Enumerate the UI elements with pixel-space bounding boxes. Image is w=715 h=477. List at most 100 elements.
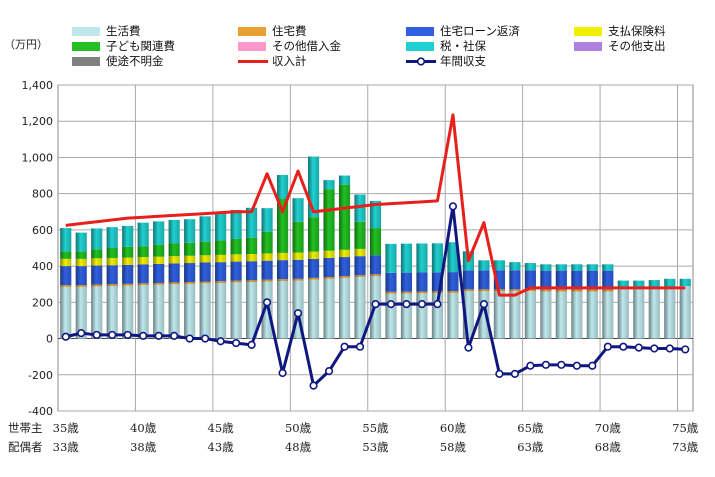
bar-segment	[246, 261, 258, 281]
bar-segment	[230, 282, 242, 339]
x-axis: 世帯主 配偶者 35歳 33歳 40歳 38歳 45歳 43歳 50歳 48歳 55歳 53歳 60…	[8, 421, 699, 454]
bar-segment	[246, 280, 258, 283]
bar-segment	[385, 293, 397, 339]
bar-segment	[292, 221, 304, 253]
bar-segment	[91, 258, 103, 266]
bar-segment	[633, 280, 645, 288]
bar-segment	[168, 284, 180, 339]
bar-segment	[633, 287, 645, 339]
bar-segment	[431, 293, 444, 339]
bar-segment	[447, 272, 459, 292]
legend-swatch	[574, 42, 602, 51]
bar-segment	[416, 243, 428, 273]
bar-segment	[416, 293, 428, 339]
bar-segment	[168, 282, 180, 285]
bar-segment	[447, 292, 459, 339]
bar-segment	[137, 246, 149, 258]
bar-segment	[338, 257, 351, 277]
line-point	[603, 342, 612, 351]
line-point	[139, 331, 148, 340]
bar-segment	[323, 257, 335, 277]
bar-segment	[106, 284, 118, 287]
line-point	[557, 360, 566, 369]
x-tick-head: 75歳	[672, 421, 699, 435]
line-point	[541, 360, 550, 369]
bar-segment	[75, 232, 87, 252]
line-point	[402, 300, 411, 309]
y-tick-label: 1,200	[22, 115, 54, 128]
x-tick-spouse: 33歳	[53, 440, 80, 454]
bar-segment	[122, 246, 134, 258]
bar-segment	[555, 289, 567, 292]
bar-segment	[431, 291, 444, 294]
y-tick-label: 0	[46, 333, 53, 346]
bar-segment	[153, 256, 165, 264]
bar-segment	[447, 242, 459, 273]
bar-segment	[478, 289, 490, 292]
bar-segment	[168, 263, 180, 283]
bar-segment	[354, 276, 366, 339]
line-point	[495, 369, 504, 378]
x-tick-head: 45歳	[208, 421, 235, 435]
bar-segment	[153, 263, 165, 283]
bar-segment	[509, 270, 521, 290]
bar-segment	[276, 260, 289, 280]
bar-segment	[679, 286, 691, 339]
line-point	[417, 300, 427, 309]
bar-segment	[276, 198, 289, 253]
bar-segment	[106, 265, 118, 285]
line-point	[185, 334, 194, 343]
x-tick-head: 60歳	[440, 421, 467, 435]
bar-segment	[106, 248, 118, 258]
row-label-head: 世帯主	[8, 421, 43, 435]
y-tick-label: 200	[32, 296, 53, 309]
bar-segment	[586, 270, 598, 290]
line-point	[681, 345, 690, 354]
x-tick-head: 70歳	[595, 421, 622, 435]
bar-segment	[462, 289, 475, 292]
bar-segment	[292, 259, 304, 279]
bar-segment	[292, 252, 304, 260]
bar-segment	[60, 266, 72, 286]
bar-segment	[462, 291, 475, 339]
x-tick-spouse: 53歳	[362, 440, 389, 454]
bar-segment	[602, 289, 614, 292]
bar-segment	[60, 251, 72, 259]
bar-segment	[540, 264, 552, 271]
bar-segment	[540, 291, 552, 339]
bar-segment	[168, 256, 180, 264]
line-point	[170, 331, 179, 340]
legend-swatch	[406, 42, 434, 51]
bar-segment	[153, 221, 165, 245]
bars	[60, 156, 691, 339]
bar-segment	[307, 156, 320, 218]
line-point	[123, 330, 132, 340]
bar-segment	[91, 265, 103, 285]
y-tick-label: -400	[28, 405, 53, 418]
bar-segment	[246, 237, 258, 254]
bar-segment	[60, 258, 72, 267]
line-point	[247, 340, 256, 349]
bar-segment	[540, 289, 552, 292]
bar-segment	[230, 280, 242, 283]
x-tick-head: 50歳	[285, 421, 312, 435]
bar-segment	[385, 291, 397, 294]
y-tick-label: 1,400	[22, 79, 54, 92]
legend-swatch	[72, 27, 100, 36]
bar-segment	[416, 291, 428, 294]
bar-segment	[75, 251, 87, 259]
bar-segment	[478, 270, 490, 290]
bar-segment	[679, 278, 691, 287]
bar-segment	[617, 280, 629, 288]
x-tick-spouse: 63歳	[517, 440, 544, 454]
bar-segment	[307, 251, 320, 259]
bar-segment	[602, 270, 614, 290]
bar-segment	[555, 291, 567, 339]
bar-segment	[400, 291, 413, 294]
bar-segment	[385, 243, 397, 273]
y-tick-label: -200	[28, 369, 53, 382]
line-point	[588, 361, 597, 370]
line-point	[108, 330, 117, 340]
bar-segment	[354, 221, 366, 249]
